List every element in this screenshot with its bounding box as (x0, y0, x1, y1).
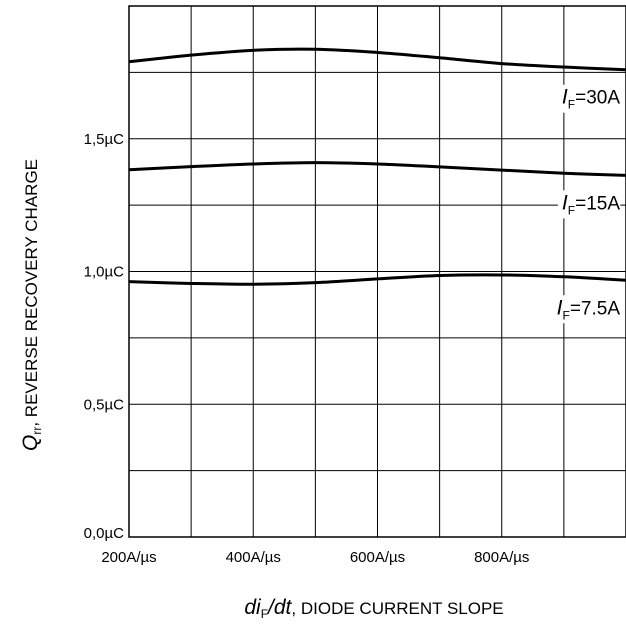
y-tick-label: 0,0µC (84, 525, 124, 542)
x-tick-label: 400A/µs (226, 549, 281, 566)
plot-frame (128, 5, 626, 538)
series-line-1 (128, 47, 626, 72)
series-label-1: IF=30A (557, 84, 621, 113)
x-tick-label: 800A/µs (474, 549, 529, 566)
series-labels: IF=30A IF=15A IF=7.5A (552, 84, 621, 324)
y-tick-labels: 0,0µC 0,5µC 1,0µC 1,5µC (84, 131, 124, 542)
series-lines (128, 47, 626, 286)
series-label-3: IF=7.5A (552, 295, 621, 324)
y-tick-label: 1,5µC (84, 131, 124, 148)
series-label-background (557, 190, 621, 219)
series-line-2 (128, 161, 626, 177)
series-label-text: IF=7.5A (557, 296, 621, 322)
series-label-background (552, 295, 621, 324)
series-line-3 (128, 273, 626, 286)
series-label-text: IF=15A (562, 191, 620, 217)
series-label-text: IF=30A (562, 86, 620, 112)
y-axis-label: Qrr, REVERSE RECOVERY CHARGE (19, 159, 44, 451)
x-tick-label: 200A/µs (101, 549, 156, 566)
x-tick-label: 600A/µs (350, 549, 405, 566)
x-tick-labels: 200A/µs 400A/µs 600A/µs 800A/µs (101, 549, 529, 566)
grid (129, 6, 626, 537)
series-label-2: IF=15A (557, 190, 621, 219)
series-label-background (557, 84, 621, 113)
y-tick-label: 0,5µC (84, 396, 124, 413)
x-axis-label: diF/dt, DIODE CURRENT SLOPE (244, 596, 503, 621)
y-tick-label: 1,0µC (84, 264, 124, 281)
